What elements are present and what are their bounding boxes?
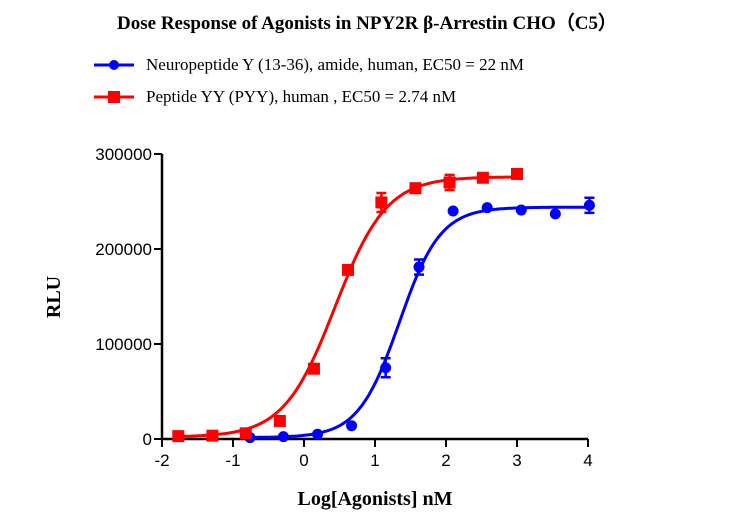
x-tick-label: 3 — [512, 451, 521, 470]
fit-curve — [250, 205, 590, 439]
y-tick-label: 0 — [143, 430, 152, 449]
data-point — [206, 429, 219, 442]
data-point — [346, 420, 358, 432]
x-tick-label: 4 — [583, 451, 592, 470]
y-tick-label: 200000 — [95, 240, 152, 259]
legend-entry-pyy: Peptide YY (PYY), human , EC50 = 2.74 nM — [92, 87, 456, 107]
data-point — [583, 199, 595, 211]
chart-title: Dose Response of Agonists in NPY2R β-Arr… — [117, 13, 617, 34]
y-tick-label: 100000 — [95, 335, 152, 354]
legend-label: Peptide YY (PYY), human , EC50 = 2.74 nM — [146, 87, 457, 106]
series-0 — [244, 196, 595, 444]
data-point — [375, 196, 388, 209]
x-tick-label: -2 — [154, 451, 169, 470]
series-1 — [172, 167, 523, 443]
x-tick-label: -1 — [225, 451, 240, 470]
data-point — [481, 202, 493, 214]
y-axis-label: RLU — [43, 276, 65, 318]
data-point — [172, 430, 185, 443]
data-point — [409, 182, 422, 195]
data-point — [476, 171, 489, 184]
legend-entry-npy: Neuropeptide Y (13-36), amide, human, EC… — [92, 55, 524, 75]
data-point — [380, 362, 392, 374]
data-point — [443, 176, 456, 189]
legend-circle-marker-icon — [94, 60, 134, 70]
data-point — [239, 427, 252, 440]
legend-square-marker-icon — [94, 91, 134, 103]
data-point — [307, 362, 320, 375]
x-tick-label: 0 — [299, 451, 308, 470]
data-point — [511, 167, 523, 180]
data-point — [447, 205, 459, 217]
data-point — [342, 263, 355, 276]
y-tick-label: 300000 — [95, 145, 152, 164]
x-tick-label: 2 — [441, 451, 450, 470]
data-point — [515, 204, 527, 216]
data-point — [277, 431, 289, 443]
data-point — [273, 414, 286, 427]
x-tick-label: 1 — [370, 451, 379, 470]
legend-label: Neuropeptide Y (13-36), amide, human, EC… — [146, 55, 525, 74]
data-point — [311, 428, 323, 440]
x-axis-label: Log[Agonists] nM — [297, 488, 452, 510]
data-point — [413, 261, 425, 273]
data-point — [549, 208, 561, 220]
